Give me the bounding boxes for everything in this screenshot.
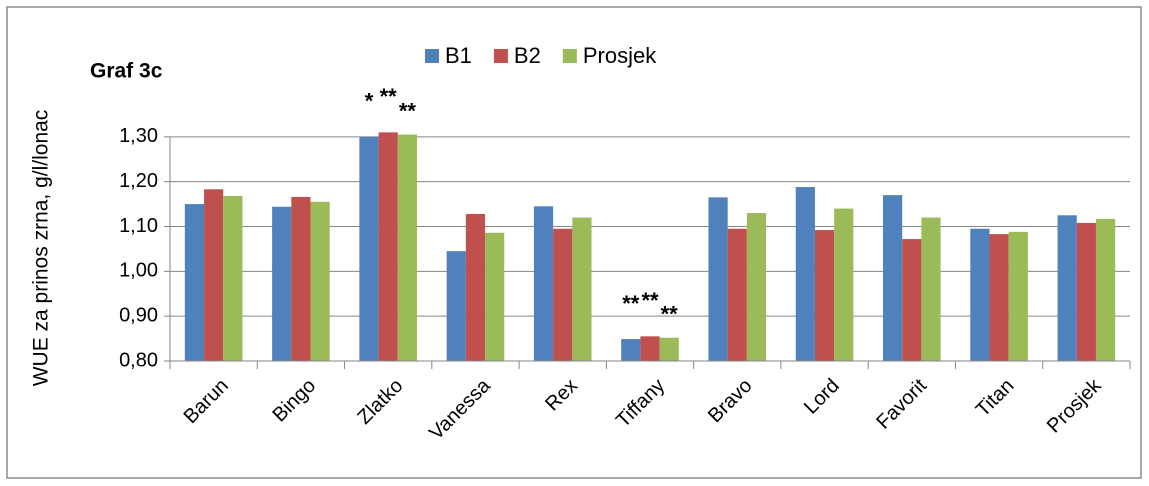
bar bbox=[204, 189, 224, 361]
y-tick-label: 1,10 bbox=[119, 215, 158, 237]
y-tick-label: 1,20 bbox=[119, 170, 158, 192]
bar bbox=[223, 196, 243, 361]
bar bbox=[902, 239, 922, 361]
legend-label: Prosjek bbox=[583, 43, 657, 68]
annotation: ** bbox=[622, 291, 640, 316]
legend-swatch bbox=[425, 49, 439, 63]
legend-label: B2 bbox=[514, 43, 541, 68]
chart-title: Graf 3c bbox=[90, 60, 163, 83]
bar bbox=[310, 201, 330, 361]
annotation: ** bbox=[661, 301, 679, 326]
legend-swatch bbox=[562, 49, 577, 63]
y-tick-label: 0,80 bbox=[119, 349, 158, 371]
bar bbox=[746, 213, 767, 361]
y-tick-label: 0,90 bbox=[119, 304, 158, 326]
legend-swatch bbox=[493, 49, 508, 63]
bar bbox=[533, 206, 554, 361]
y-tick-label: 1,30 bbox=[119, 125, 158, 147]
bar bbox=[446, 251, 466, 361]
legend-label: B1 bbox=[445, 43, 472, 68]
annotation: ** bbox=[641, 288, 659, 313]
bar bbox=[359, 136, 379, 361]
annotation: ** bbox=[399, 98, 417, 123]
bar bbox=[272, 206, 292, 361]
bar bbox=[1057, 215, 1077, 361]
bar bbox=[814, 230, 835, 361]
bar bbox=[834, 208, 854, 361]
bar bbox=[640, 336, 660, 361]
bar bbox=[727, 228, 747, 361]
bar bbox=[621, 339, 641, 361]
bar bbox=[921, 217, 941, 361]
bar bbox=[397, 134, 417, 361]
bar bbox=[485, 232, 505, 361]
bar bbox=[708, 197, 728, 361]
bar bbox=[291, 196, 311, 361]
bar bbox=[795, 187, 815, 361]
bar bbox=[1008, 231, 1028, 361]
bar bbox=[572, 217, 592, 361]
bar bbox=[659, 337, 679, 361]
bar bbox=[184, 204, 205, 361]
bar bbox=[378, 132, 398, 361]
bar bbox=[553, 228, 573, 361]
y-axis-label: WUE za prinos zrna, g/l/lonac bbox=[30, 110, 53, 387]
y-tick-label: 1,00 bbox=[119, 260, 158, 282]
annotation: * bbox=[365, 89, 374, 114]
bar bbox=[989, 234, 1009, 361]
bar bbox=[1095, 218, 1116, 361]
annotation: ** bbox=[380, 84, 398, 109]
bar bbox=[970, 228, 990, 361]
bar bbox=[1076, 222, 1096, 361]
bar bbox=[883, 195, 903, 361]
bar bbox=[465, 213, 486, 361]
